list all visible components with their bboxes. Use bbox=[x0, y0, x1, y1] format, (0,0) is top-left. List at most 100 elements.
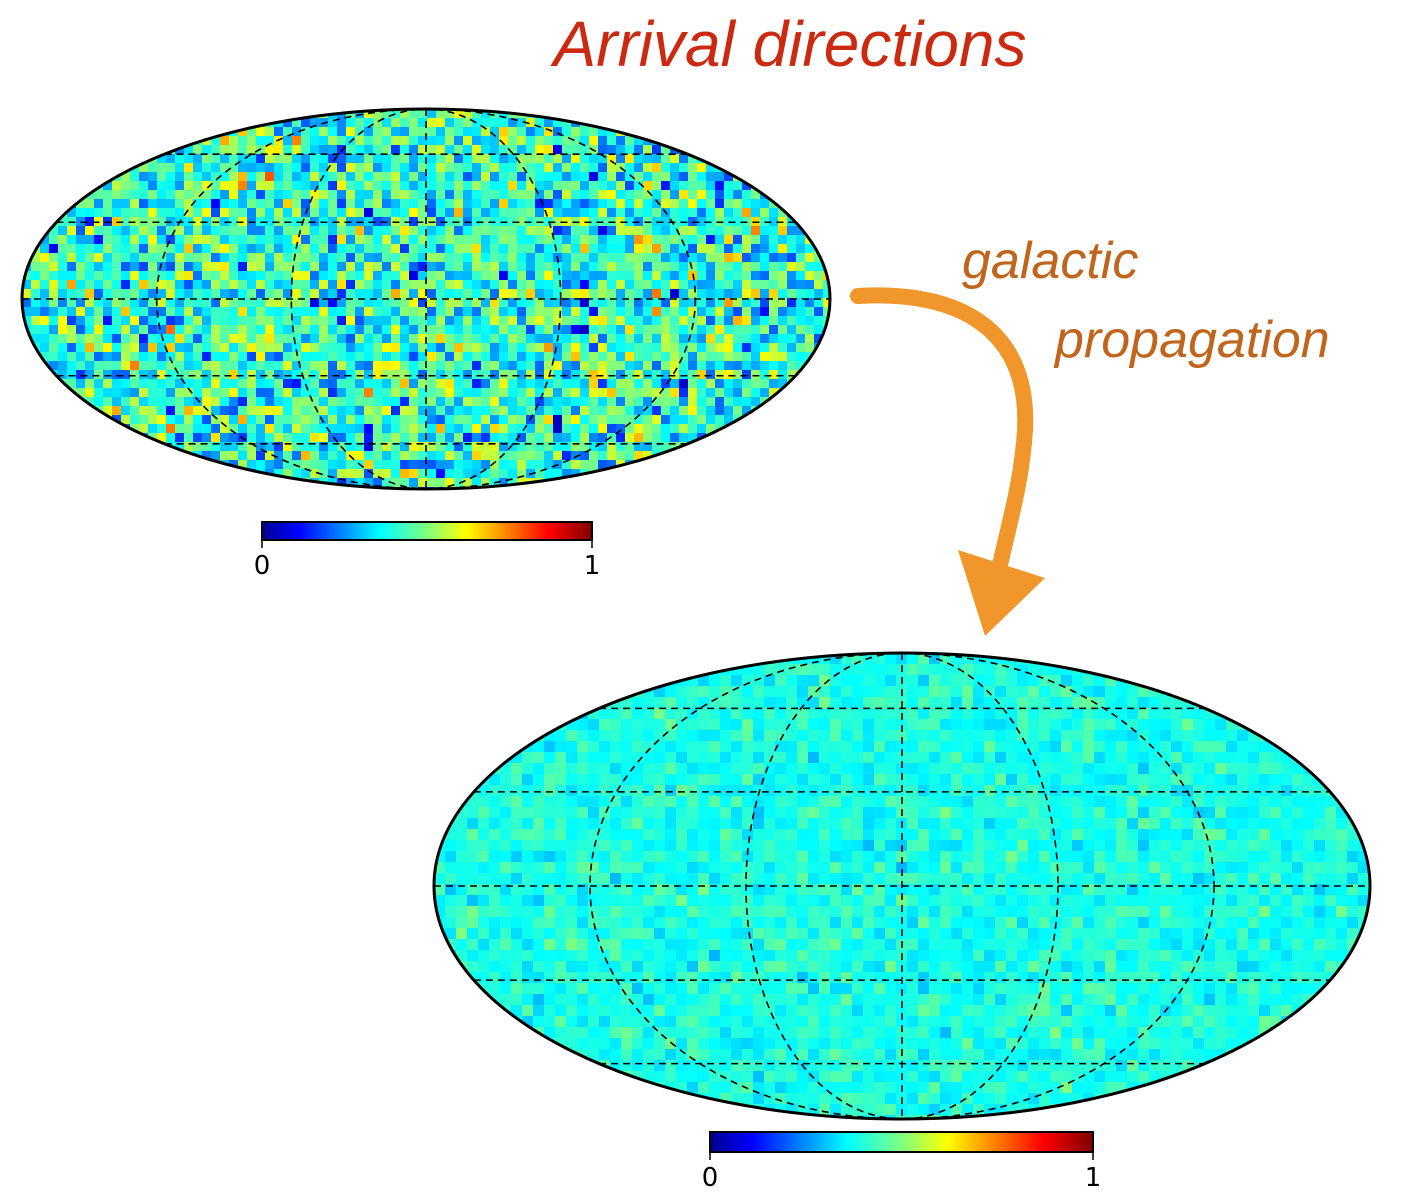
arrow bbox=[858, 295, 1045, 636]
sky-pixel bbox=[733, 325, 743, 335]
sky-pixel bbox=[265, 424, 275, 434]
sky-pixel bbox=[94, 235, 104, 245]
sky-pixel bbox=[698, 873, 710, 885]
sky-pixel bbox=[265, 316, 275, 326]
sky-pixel bbox=[679, 199, 689, 209]
sky-pixel bbox=[929, 730, 941, 742]
sky-pixel bbox=[511, 807, 523, 819]
sky-pixel bbox=[535, 226, 545, 236]
sky-pixel bbox=[589, 208, 599, 218]
sky-pixel bbox=[319, 280, 329, 290]
sky-pixel bbox=[625, 334, 635, 344]
sky-pixel bbox=[819, 895, 831, 907]
sky-pixel bbox=[319, 181, 329, 191]
sky-pixel bbox=[533, 862, 545, 874]
sky-pixel bbox=[571, 325, 581, 335]
sky-pixel bbox=[1215, 873, 1227, 885]
sky-pixel bbox=[841, 664, 853, 676]
sky-pixel bbox=[193, 226, 203, 236]
sky-pixel bbox=[40, 307, 50, 317]
sky-pixel bbox=[247, 235, 257, 245]
sky-pixel bbox=[786, 664, 798, 676]
sky-pixel bbox=[166, 370, 176, 380]
sky-pixel bbox=[499, 244, 509, 254]
sky-pixel bbox=[709, 675, 721, 687]
sky-pixel bbox=[778, 190, 788, 200]
sky-pixel bbox=[652, 379, 662, 389]
sky-pixel bbox=[382, 145, 392, 155]
sky-pixel bbox=[1325, 818, 1337, 830]
sky-pixel bbox=[1369, 862, 1381, 874]
sky-pixel bbox=[643, 697, 655, 709]
sky-pixel bbox=[679, 334, 689, 344]
sky-pixel bbox=[852, 664, 864, 676]
sky-pixel bbox=[621, 862, 633, 874]
sky-pixel bbox=[778, 262, 788, 272]
sky-pixel bbox=[310, 163, 320, 173]
sky-pixel bbox=[1138, 796, 1150, 808]
sky-pixel bbox=[292, 163, 302, 173]
sky-pixel bbox=[724, 208, 734, 218]
sky-pixel bbox=[478, 763, 490, 775]
sky-pixel bbox=[175, 163, 185, 173]
sky-pixel bbox=[112, 334, 122, 344]
sky-pixel bbox=[907, 774, 919, 786]
sky-pixel bbox=[1303, 873, 1315, 885]
sky-pixel bbox=[625, 316, 635, 326]
sky-pixel bbox=[211, 190, 221, 200]
sky-pixel bbox=[544, 253, 554, 263]
sky-pixel bbox=[229, 451, 239, 461]
sky-pixel bbox=[1061, 675, 1073, 687]
sky-pixel bbox=[580, 325, 590, 335]
sky-pixel bbox=[328, 334, 338, 344]
sky-pixel bbox=[724, 433, 734, 443]
sky-pixel bbox=[687, 785, 699, 797]
sky-pixel bbox=[508, 190, 518, 200]
sky-pixel bbox=[1138, 741, 1150, 753]
sky-pixel bbox=[599, 741, 611, 753]
sky-pixel bbox=[616, 343, 626, 353]
sky-pixel bbox=[238, 424, 248, 434]
sky-pixel bbox=[808, 664, 820, 676]
sky-pixel bbox=[355, 190, 365, 200]
sky-pixel bbox=[355, 424, 365, 434]
sky-pixel bbox=[1006, 730, 1018, 742]
sky-pixel bbox=[1039, 862, 1051, 874]
sky-pixel bbox=[616, 244, 626, 254]
sky-pixel bbox=[456, 840, 468, 852]
sky-pixel bbox=[391, 433, 401, 443]
sky-pixel bbox=[670, 433, 680, 443]
sky-pixel bbox=[731, 873, 743, 885]
sky-pixel bbox=[731, 906, 743, 918]
sky-pixel bbox=[720, 741, 732, 753]
sky-pixel bbox=[553, 325, 563, 335]
sky-pixel bbox=[472, 379, 482, 389]
sky-pixel bbox=[157, 361, 167, 371]
sky-pixel bbox=[661, 433, 671, 443]
sky-pixel bbox=[571, 208, 581, 218]
sky-pixel bbox=[202, 424, 212, 434]
sky-pixel bbox=[391, 415, 401, 425]
sky-pixel bbox=[301, 325, 311, 335]
sky-pixel bbox=[808, 741, 820, 753]
sky-pixel bbox=[103, 379, 113, 389]
sky-pixel bbox=[874, 906, 886, 918]
sky-pixel bbox=[238, 181, 248, 191]
sky-pixel bbox=[436, 118, 446, 128]
sky-pixel bbox=[511, 818, 523, 830]
sky-pixel bbox=[1347, 785, 1359, 797]
sky-pixel bbox=[175, 388, 185, 398]
sky-pixel bbox=[599, 895, 611, 907]
sky-pixel bbox=[787, 334, 797, 344]
sky-pixel bbox=[490, 415, 500, 425]
sky-pixel bbox=[670, 406, 680, 416]
sky-pixel bbox=[445, 840, 457, 852]
sky-pixel bbox=[256, 361, 266, 371]
sky-pixel bbox=[301, 397, 311, 407]
sky-pixel bbox=[562, 307, 572, 317]
sky-pixel bbox=[256, 316, 266, 326]
sky-pixel bbox=[742, 763, 754, 775]
sky-pixel bbox=[445, 415, 455, 425]
sky-pixel bbox=[841, 807, 853, 819]
sky-pixel bbox=[760, 316, 770, 326]
